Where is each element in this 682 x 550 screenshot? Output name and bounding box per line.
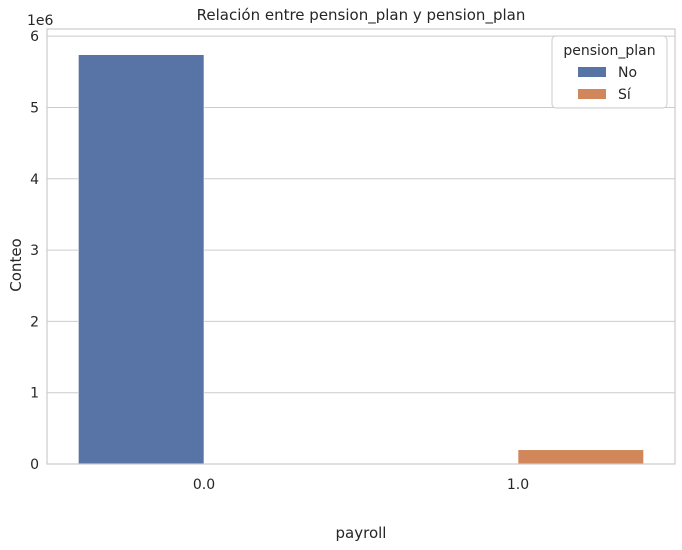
legend-swatch-no <box>578 67 606 77</box>
x-tick-label: 1.0 <box>507 477 529 493</box>
plot-frame <box>46 28 676 465</box>
y-tick-labels: 0 1 2 3 4 5 6 <box>30 29 39 473</box>
y-tick-label: 6 <box>30 29 39 45</box>
legend-label-no: No <box>618 65 637 81</box>
legend-swatch-sí <box>578 89 606 99</box>
bar-sí-1.0 <box>517 449 644 465</box>
y-tick-label: 5 <box>30 100 39 116</box>
legend-label-sí: Sí <box>618 87 632 103</box>
legend-title: pension_plan <box>563 43 655 59</box>
bar-no-0.0 <box>78 54 205 465</box>
y-tick-label: 3 <box>30 243 39 259</box>
chart-title: Relación entre pension_plan y pension_pl… <box>197 6 526 25</box>
x-axis-title: payroll <box>336 524 387 542</box>
y-tick-label: 2 <box>30 314 39 330</box>
y-tick-label: 1 <box>30 386 39 402</box>
y-axis-title: Conteo <box>7 238 25 291</box>
x-tick-labels: 0.0 1.0 <box>193 477 529 493</box>
bars <box>78 54 644 465</box>
y-tick-label: 4 <box>30 172 39 188</box>
axes <box>46 28 676 465</box>
x-tick-label: 0.0 <box>193 477 215 493</box>
y-offset-label: 1e6 <box>27 13 54 29</box>
y-tick-label: 0 <box>30 457 39 473</box>
legend: pension_plan No Sí <box>551 35 668 109</box>
